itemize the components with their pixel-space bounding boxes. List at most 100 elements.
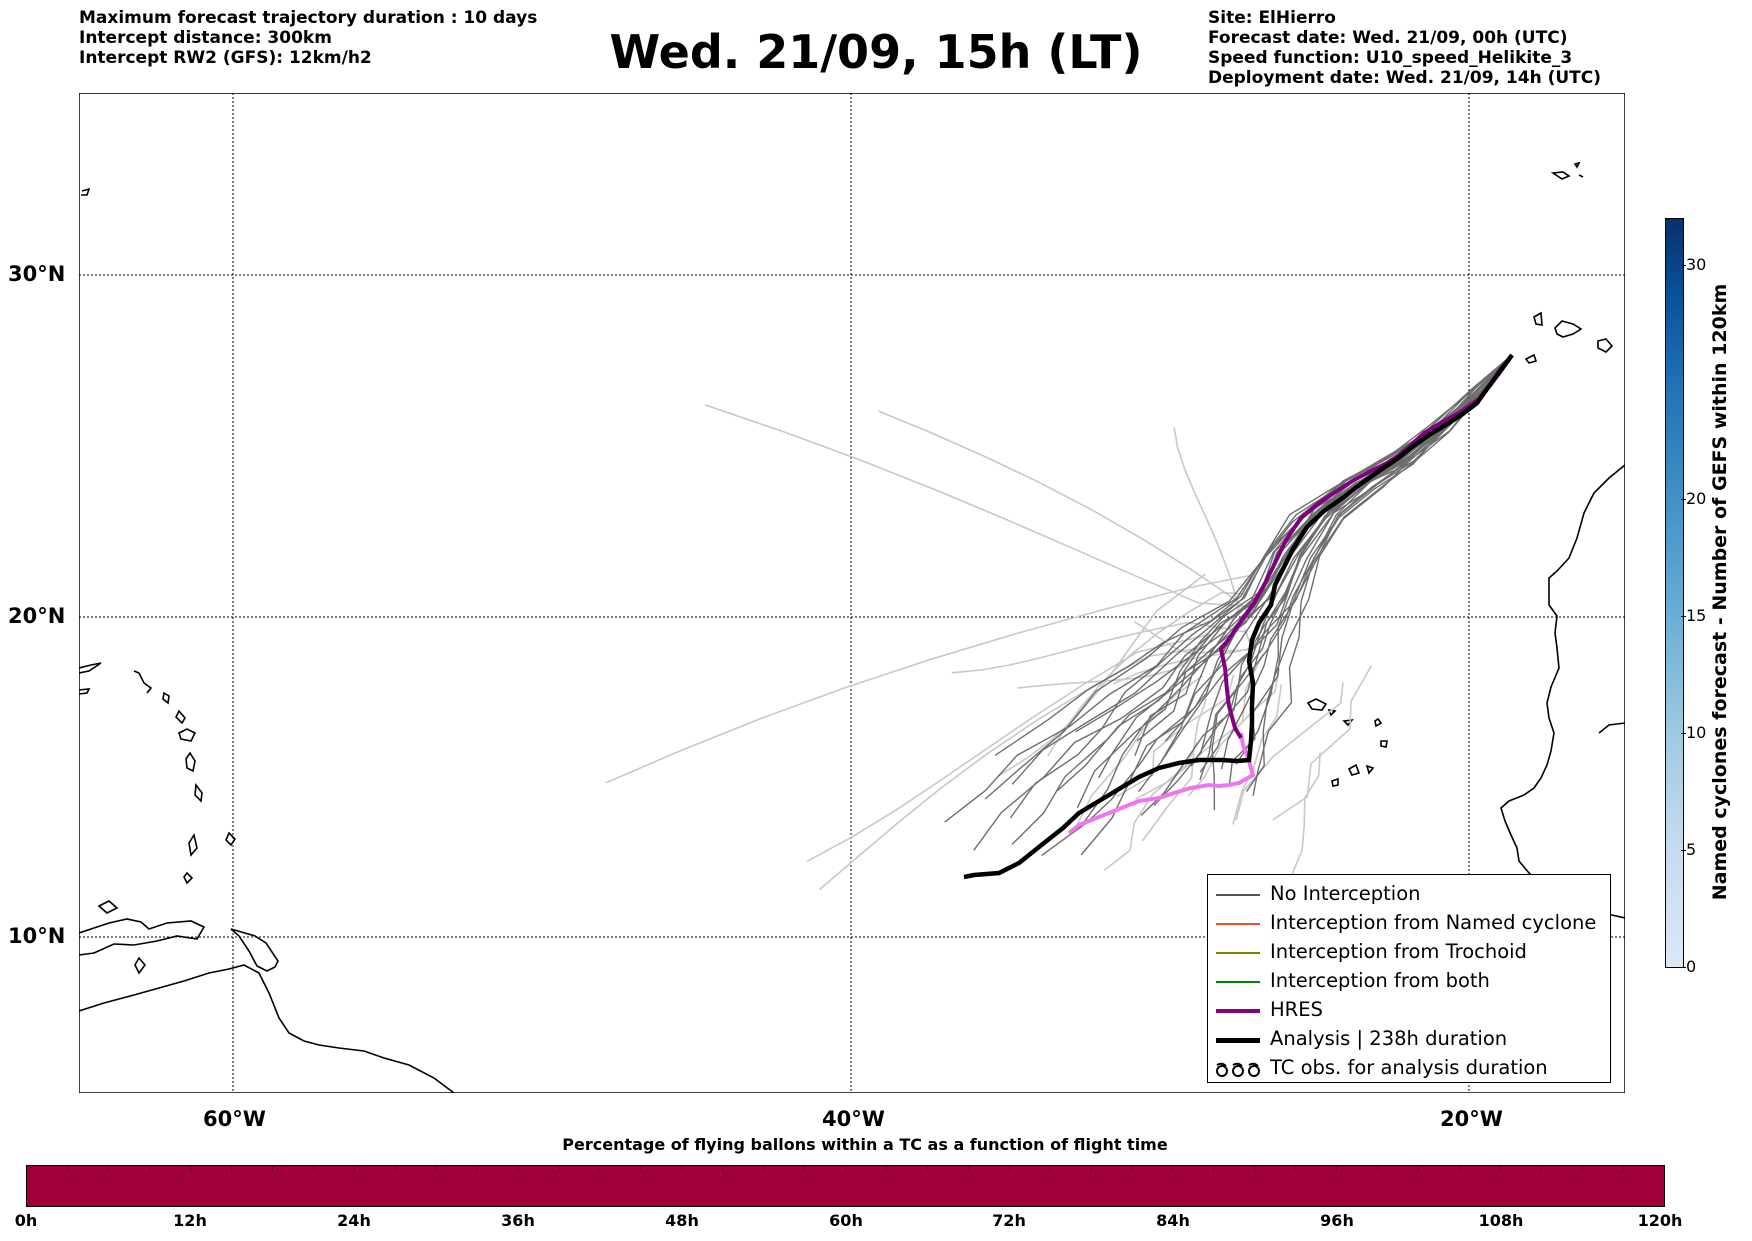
lon-label-40w: 40°W — [822, 1107, 885, 1131]
cape-verde-santiago — [1347, 763, 1361, 776]
legend-label-hres: HRES — [1270, 998, 1323, 1021]
trinidad-coast — [230, 928, 279, 972]
ensemble-trajectory — [1245, 354, 1513, 792]
legend-swatch-no-interception — [1216, 894, 1260, 896]
margarita-coast — [134, 956, 147, 975]
cape-verde-boa-vista — [1380, 740, 1388, 748]
legend-swatch-both — [1216, 981, 1260, 983]
faint-trajectory — [1113, 628, 1254, 685]
bottom-tick-72h: 72h — [992, 1211, 1026, 1230]
madeira-coast — [1550, 171, 1571, 180]
intercept-distance-text: Intercept distance: 300km — [79, 28, 332, 48]
faint-trajectory — [1272, 665, 1373, 821]
colorbar-tick-5: 5 — [1680, 840, 1697, 859]
lat-label-10n: 10°N — [8, 924, 66, 948]
cape-verde-fogo — [1331, 777, 1339, 787]
porto-santo-coast — [1573, 161, 1581, 169]
flight-time-colorbar-dividers — [67, 1166, 1624, 1171]
faint-trajectory — [605, 574, 1251, 784]
cape-verde-santo-antao — [1306, 698, 1328, 711]
coastlines — [78, 161, 1626, 1094]
legend-label-no-interception: No Interception — [1270, 882, 1421, 905]
bottom-tick-120h: 120h — [1637, 1211, 1683, 1230]
analysis-track — [963, 353, 1514, 880]
page-title: Wed. 21/09, 15h (LT) — [609, 25, 1143, 79]
lon-label-20w: 20°W — [1440, 1107, 1503, 1131]
caribbean-island-1 — [78, 662, 102, 674]
bottom-tick-108h: 108h — [1478, 1211, 1524, 1230]
fuerteventura-coast — [1554, 320, 1583, 338]
st-vincent-coast — [188, 832, 198, 857]
faint-trajectory — [1232, 684, 1283, 825]
colorbar-tick-10: 10 — [1680, 723, 1707, 742]
lon-label-60w: 60°W — [203, 1107, 266, 1131]
bottom-tick-60h: 60h — [829, 1211, 863, 1230]
faint-trajectory — [878, 410, 1257, 621]
cape-verde-maio — [1365, 764, 1375, 775]
intercept-rw2-text: Intercept RW2 (GFS): 12km/h2 — [79, 48, 372, 68]
barbados-coast — [225, 831, 237, 847]
caribbean-island-2 — [78, 688, 91, 695]
header-left-info: Maximum forecast trajectory duration : 1… — [79, 8, 537, 68]
faint-trajectories — [605, 404, 1373, 891]
bottom-tick-48h: 48h — [665, 1211, 699, 1230]
faint-trajectory — [997, 573, 1206, 777]
colorbar-tick-0: 0 — [1680, 957, 1697, 976]
legend-item-trochoid: Interception from Trochoid — [1208, 938, 1610, 967]
ensemble-trajectory — [1252, 354, 1513, 796]
legend-item-hres: HRES — [1208, 996, 1610, 1025]
max-duration-text: Maximum forecast trajectory duration : 1… — [79, 8, 538, 28]
forecast-date-text: Forecast date: Wed. 21/09, 00h (UTC) — [1208, 28, 1568, 48]
deployment-date-text: Deployment date: Wed. 21/09, 14h (UTC) — [1208, 68, 1602, 88]
hres-track — [1218, 353, 1514, 740]
speed-function-text: Speed function: U10_speed_Helikite_3 — [1208, 48, 1573, 68]
cape-verde-sal — [1374, 717, 1383, 728]
faint-trajectory — [1235, 682, 1344, 821]
legend-label-both: Interception from both — [1270, 969, 1490, 992]
faint-trajectory — [1289, 752, 1321, 880]
south-america-coast — [78, 964, 455, 1094]
martinique-coast — [185, 751, 196, 773]
legend-item-both: Interception from both — [1208, 967, 1610, 996]
site-text: Site: ElHierro — [1208, 8, 1336, 28]
legend-item-analysis: Analysis | 238h duration — [1208, 1025, 1610, 1054]
aruba-coast — [97, 900, 119, 914]
legend-swatch-named-cyclone — [1216, 923, 1260, 925]
faint-trajectory — [1135, 654, 1264, 800]
graticule — [79, 93, 1625, 1093]
caribbean-island-3 — [133, 670, 153, 694]
colorbar-tick-30: 30 — [1680, 255, 1707, 274]
venezuela-coast — [78, 918, 206, 956]
west-africa-coast — [1500, 464, 1626, 919]
legend-swatch-analysis — [1216, 1038, 1260, 1043]
legend-label-analysis: Analysis | 238h duration — [1270, 1027, 1508, 1050]
bottom-tick-96h: 96h — [1320, 1211, 1354, 1230]
grenada-coast — [183, 871, 194, 885]
legend-swatch-hres — [1216, 1009, 1260, 1013]
legend-label-named-cyclone: Interception from Named cyclone — [1270, 911, 1597, 934]
tenerife-coast — [1533, 311, 1543, 326]
legend-swatch-trochoid — [1216, 952, 1260, 954]
faint-trajectory — [1047, 591, 1244, 757]
bottom-tick-24h: 24h — [337, 1211, 371, 1230]
bottom-colorbar-title: Percentage of flying ballons within a TC… — [562, 1135, 1168, 1154]
guadeloupe-coast — [178, 728, 197, 742]
header-right-info: Site: ElHierro Forecast date: Wed. 21/09… — [1208, 8, 1601, 88]
gran-canaria-coast — [1597, 338, 1614, 353]
caribbean-island-4 — [162, 691, 170, 705]
bottom-tick-0h: 0h — [14, 1211, 38, 1230]
faint-trajectory — [1187, 668, 1280, 797]
caribbean-island-5 — [175, 709, 186, 725]
legend-item-named-cyclone: Interception from Named cyclone — [1208, 909, 1610, 938]
bottom-tick-12h: 12h — [173, 1211, 207, 1230]
st-lucia-coast — [194, 782, 203, 803]
lat-label-20n: 20°N — [8, 604, 66, 628]
africa-inlet — [1598, 722, 1626, 734]
hres-late-track — [1067, 732, 1256, 835]
colorbar-tick-20: 20 — [1680, 489, 1707, 508]
faint-trajectory — [1173, 427, 1240, 644]
legend-item-tc-obs: TC obs. for analysis duration — [1208, 1054, 1610, 1083]
faint-trajectory — [1016, 634, 1210, 689]
map-legend: No Interception Interception from Named … — [1207, 874, 1611, 1083]
desertas-coast — [1578, 174, 1584, 178]
